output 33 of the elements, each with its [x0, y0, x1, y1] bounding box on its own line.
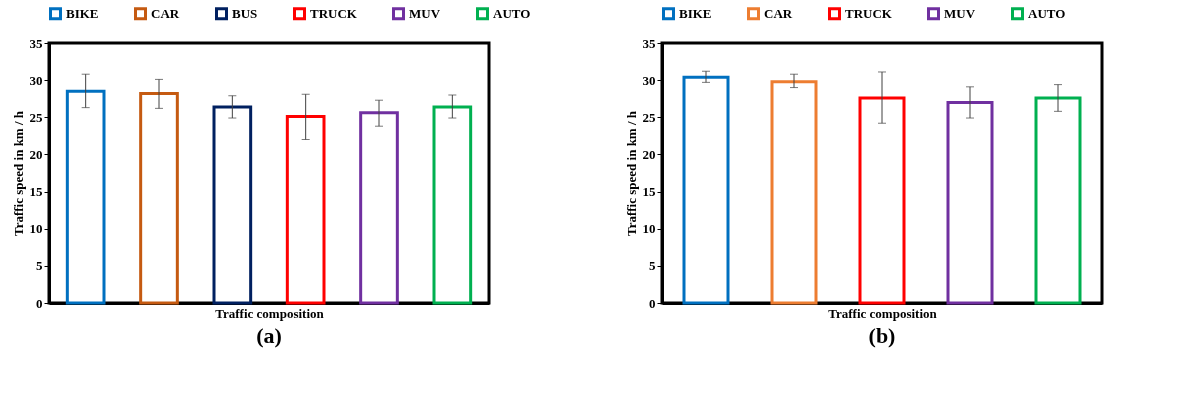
legend-label: TRUCK [310, 5, 358, 21]
y-tick-label: 35 [642, 35, 656, 51]
legend-label: AUTO [493, 5, 531, 21]
y-tick-label: 10 [642, 221, 656, 237]
y-tick-label: 25 [29, 109, 43, 125]
legend-label: CAR [764, 5, 793, 21]
text: (b) [868, 323, 896, 348]
y-tick-label: 15 [642, 184, 656, 200]
y-tick-label: 20 [29, 146, 43, 162]
x-axis-title: Traffic composition [828, 305, 938, 321]
y-tick-label: 5 [36, 258, 43, 274]
y-tick-label: 30 [29, 72, 43, 88]
y-tick-label: 0 [649, 295, 656, 311]
y-axis-title: Traffic speed in km / h [10, 110, 26, 237]
y-tick-label: 30 [642, 72, 656, 88]
y-axis-title: Traffic speed in km / h [623, 110, 639, 237]
y-tick-label: 15 [29, 184, 43, 200]
text: (a) [256, 323, 282, 348]
legend-label: CAR [151, 5, 180, 21]
y-tick-label: 0 [36, 295, 43, 311]
legend-label: MUV [409, 5, 441, 21]
y-tick-label: 35 [29, 35, 43, 51]
y-tick-label: 10 [29, 221, 43, 237]
y-tick-label: 5 [649, 258, 656, 274]
y-tick-label: 20 [642, 146, 656, 162]
legend-label: TRUCK [845, 5, 893, 21]
legend-label: AUTO [1028, 5, 1066, 21]
legend-label: BIKE [66, 5, 99, 21]
legend-label: BUS [232, 5, 258, 21]
x-axis-title: Traffic composition [215, 305, 325, 321]
legend-label: BIKE [679, 5, 712, 21]
y-tick-label: 25 [642, 109, 656, 125]
legend-label: MUV [944, 5, 976, 21]
